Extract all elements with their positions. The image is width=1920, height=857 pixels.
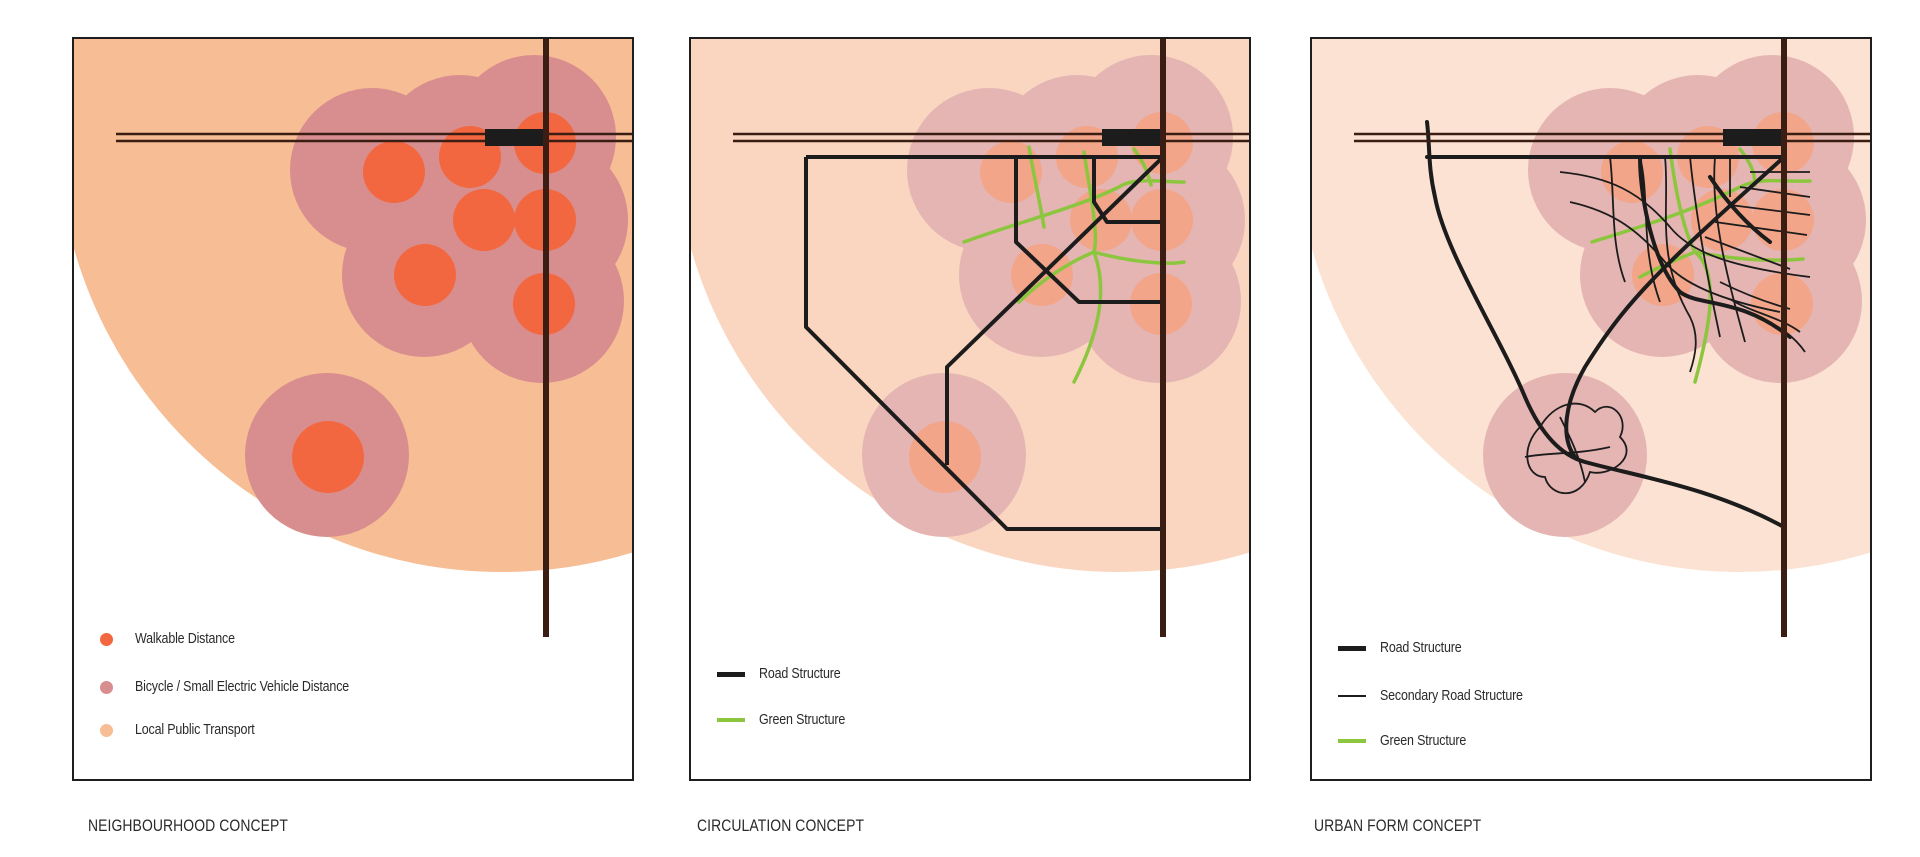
neighbourhood-panel: Walkable Distance Bicycle / Small Electr… xyxy=(72,37,634,781)
circulation-map xyxy=(689,37,1251,637)
legend-label: Bicycle / Small Electric Vehicle Distanc… xyxy=(135,679,350,695)
road-line-icon xyxy=(717,671,745,677)
urban-form-map xyxy=(1310,37,1872,637)
legend-label: Green Structure xyxy=(1380,733,1467,749)
legend-label: Green Structure xyxy=(759,712,846,728)
caption-circulation: CIRCULATION CONCEPT xyxy=(697,816,865,835)
caption-urban-form: URBAN FORM CONCEPT xyxy=(1314,816,1482,835)
legend-label: Road Structure xyxy=(759,666,841,682)
legend-label: Secondary Road Structure xyxy=(1380,688,1523,704)
legend-label: Walkable Distance xyxy=(135,631,235,647)
road-line-icon xyxy=(1338,645,1366,651)
legend-item-walkable: Walkable Distance xyxy=(100,631,251,647)
road-structure xyxy=(804,155,1165,531)
legend-item-bicycle: Bicycle / Small Electric Vehicle Distanc… xyxy=(100,679,384,695)
rail-lines xyxy=(116,37,634,637)
legend-item-green: Green Structure xyxy=(1338,733,1480,749)
station-block xyxy=(1102,129,1160,146)
walkable-dot-icon xyxy=(100,632,113,646)
legend-item-transport: Local Public Transport xyxy=(100,722,274,738)
station-block xyxy=(485,129,543,146)
legend-item-secondary: Secondary Road Structure xyxy=(1338,688,1546,704)
road-structure xyxy=(1425,120,1792,529)
legend-label: Road Structure xyxy=(1380,640,1462,656)
legend-item-green: Green Structure xyxy=(717,712,859,728)
secondary-line-icon xyxy=(1338,695,1366,697)
rail-lines xyxy=(1354,37,1872,637)
green-line-icon xyxy=(1338,739,1366,743)
rail-lines xyxy=(733,37,1251,637)
circulation-panel: Road Structure Green Structure xyxy=(689,37,1251,781)
transport-dot-icon xyxy=(100,723,113,737)
neighbourhood-map xyxy=(72,37,634,637)
legend-label: Local Public Transport xyxy=(135,722,255,738)
caption-neighbourhood: NEIGHBOURHOOD CONCEPT xyxy=(88,816,289,835)
legend-item-road: Road Structure xyxy=(1338,640,1475,656)
urban-form-panel: Road Structure Secondary Road Structure … xyxy=(1310,37,1872,781)
bicycle-dot-icon xyxy=(100,680,113,694)
green-line-icon xyxy=(717,718,745,722)
legend-item-road: Road Structure xyxy=(717,666,854,682)
station-block xyxy=(1723,129,1781,146)
